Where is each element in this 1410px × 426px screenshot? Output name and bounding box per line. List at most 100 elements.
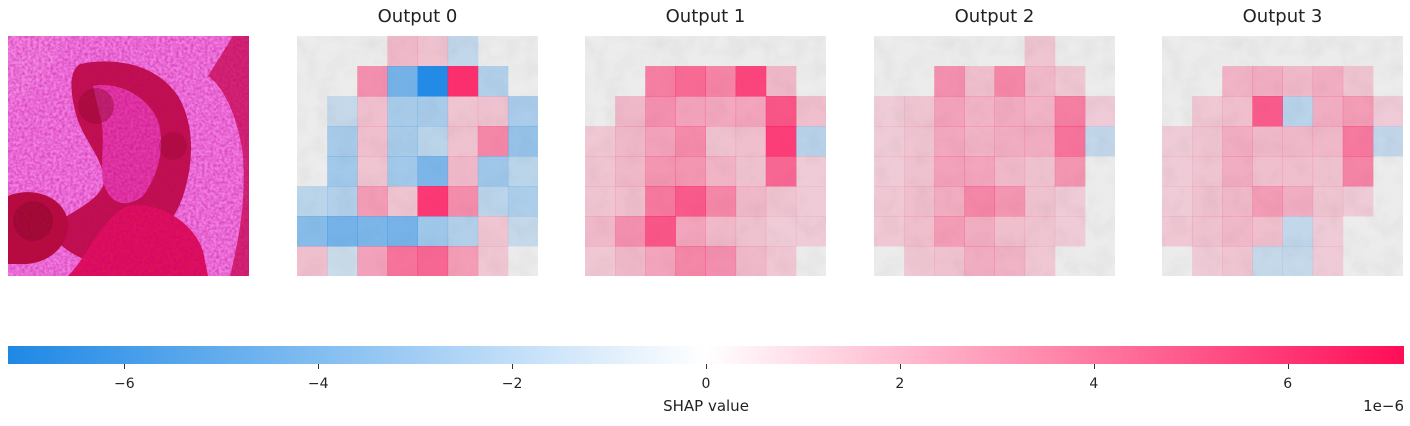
heatmap-cell [735, 66, 767, 97]
heatmap-cell [705, 216, 737, 247]
heatmap-cell [904, 216, 935, 247]
heatmap-cell [387, 36, 419, 67]
heatmap-cell [477, 156, 509, 187]
heatmap-cell [675, 186, 707, 217]
heatmap-cell [1282, 96, 1314, 127]
heatmap-cell [1024, 36, 1056, 67]
heatmap-cell [1252, 156, 1284, 187]
heatmap-cell [1312, 126, 1344, 157]
colorbar-tick-mark [318, 364, 320, 369]
heatmap-cell [327, 96, 358, 127]
heatmap-cell [874, 186, 905, 217]
heatmap-cell [327, 156, 358, 187]
colorbar-label: SHAP value [663, 397, 749, 415]
heatmap-cell [1282, 66, 1314, 97]
heatmap-cell [417, 216, 449, 247]
heatmap-cell [615, 126, 646, 157]
heatmap-cell [615, 186, 646, 217]
heatmap-cell [1312, 246, 1344, 276]
heatmap-cell [1192, 156, 1223, 187]
heatmap-cell [417, 156, 449, 187]
heatmap-cell [705, 186, 737, 217]
heatmap-cell [417, 66, 449, 97]
heatmap-cell [795, 126, 826, 157]
heatmap-cell [327, 186, 358, 217]
heatmap-cell [1192, 186, 1223, 217]
input-image [8, 36, 249, 276]
heatmap-cell [1372, 96, 1403, 127]
heatmap-cell [765, 156, 797, 187]
heatmap-cell [447, 36, 479, 67]
heatmap-cell [417, 246, 449, 276]
heatmap-cell [327, 126, 358, 157]
heatmap-cell [477, 186, 509, 217]
heatmap-cell [417, 96, 449, 127]
heatmap-cell [1282, 246, 1314, 276]
colorbar-tick-mark [1287, 364, 1289, 369]
heatmap-cell [297, 186, 328, 217]
colorbar-tick-label: −6 [113, 376, 135, 392]
heatmap-cell [387, 246, 419, 276]
heatmap-cell [1162, 216, 1193, 247]
heatmap-cell [1084, 126, 1115, 157]
heatmap-cell [1252, 216, 1284, 247]
heatmap-cell [1192, 246, 1223, 276]
heatmap-cell [585, 186, 616, 217]
heatmap-cell [477, 66, 509, 97]
heatmap-cell [477, 216, 509, 247]
heatmap-cell [357, 96, 388, 127]
heatmap-cell [994, 246, 1026, 276]
heatmap-cell [327, 216, 358, 247]
colorbar-tick-label: −2 [501, 376, 523, 392]
heatmap-cell [615, 96, 646, 127]
heatmap-cell [1312, 216, 1344, 247]
heatmap-cell [357, 246, 388, 276]
heatmap-cell [1084, 96, 1115, 127]
heatmap-cell [615, 246, 646, 276]
heatmap-cell [417, 186, 449, 217]
heatmap-cell [705, 66, 737, 97]
heatmap-cell [1192, 126, 1223, 157]
heatmap-cell [387, 186, 419, 217]
heatmap-cell [1054, 96, 1086, 127]
heatmap-cell [964, 126, 996, 157]
heatmap-cell [994, 186, 1026, 217]
heatmap-cell [357, 216, 388, 247]
heatmap-cell [994, 96, 1026, 127]
heatmap-cell [1312, 96, 1344, 127]
heatmap-cell [1222, 96, 1253, 127]
heatmap-cell [675, 66, 707, 97]
panel-title-3: Output 2 [954, 6, 1035, 27]
heatmap-cell [1054, 156, 1086, 187]
heatmap-cell [1282, 186, 1314, 217]
heatmap-cell [874, 126, 905, 157]
heatmap-cell [964, 156, 996, 187]
heatmap-cell [1162, 126, 1193, 157]
heatmap-cell [615, 156, 646, 187]
heatmap-cell [645, 246, 676, 276]
heatmap-cell [1312, 66, 1344, 97]
colorbar-tick-label: −4 [307, 376, 329, 392]
heatmap-cell [705, 96, 737, 127]
heatmap-cell [904, 186, 935, 217]
heatmap-cell [1282, 126, 1314, 157]
colorbar-tick-label: 4 [1089, 376, 1099, 392]
heatmap-cell [585, 246, 616, 276]
heatmap-cell [1162, 186, 1193, 217]
heatmap-cell [1192, 96, 1223, 127]
heatmap-cell [675, 216, 707, 247]
heatmap-cell [904, 156, 935, 187]
heatmap-cell [874, 216, 905, 247]
heatmap-cell [357, 66, 388, 97]
heatmap-cell [447, 66, 479, 97]
heatmap-cell [994, 66, 1026, 97]
heatmap-cell [447, 126, 479, 157]
heatmap-cell [705, 246, 737, 276]
heatmap-cell [1222, 186, 1253, 217]
heatmap-cell [507, 126, 538, 157]
colorbar-scale-label: 1e−6 [1363, 397, 1404, 415]
heatmap-cell [645, 156, 676, 187]
heatmap-cell [795, 216, 826, 247]
heatmap-cell [795, 96, 826, 127]
heatmap-cell [1162, 156, 1193, 187]
